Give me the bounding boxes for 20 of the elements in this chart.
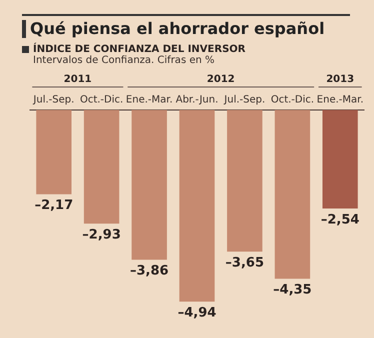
data-label: –4,35 (273, 282, 312, 298)
chart-title: Qué piensa el ahorrador español (30, 19, 325, 38)
data-label: –3,65 (225, 255, 264, 270)
data-label: –3,86 (130, 264, 169, 279)
data-label: –4,94 (178, 306, 216, 321)
data-label: –2,93 (82, 228, 121, 243)
text: Intervalos de Confianza. Cifras en % (33, 55, 216, 66)
x-tick-label: Oct.-Dic. (270, 94, 314, 106)
data-label: –2,17 (34, 198, 74, 214)
x-tick-label: Ene.-Mar. (126, 94, 173, 106)
x-tick-label: Jul.-Sep. (223, 94, 266, 106)
data-label: –2,54 (320, 212, 360, 228)
x-tick-label: Jul.-Sep. (32, 94, 74, 106)
x-tick-label: Abr.-Jun. (176, 94, 218, 106)
chart-subtitle: ÍNDICE DE CONFIANZA DEL INVERSOR (33, 44, 246, 55)
text: 2013 (326, 74, 354, 85)
text: 2011 (64, 74, 92, 85)
x-tick-label: Ene.-Mar. (316, 94, 364, 106)
x-tick-label: Oct.-Dic. (80, 94, 124, 106)
text: 2012 (206, 74, 235, 85)
